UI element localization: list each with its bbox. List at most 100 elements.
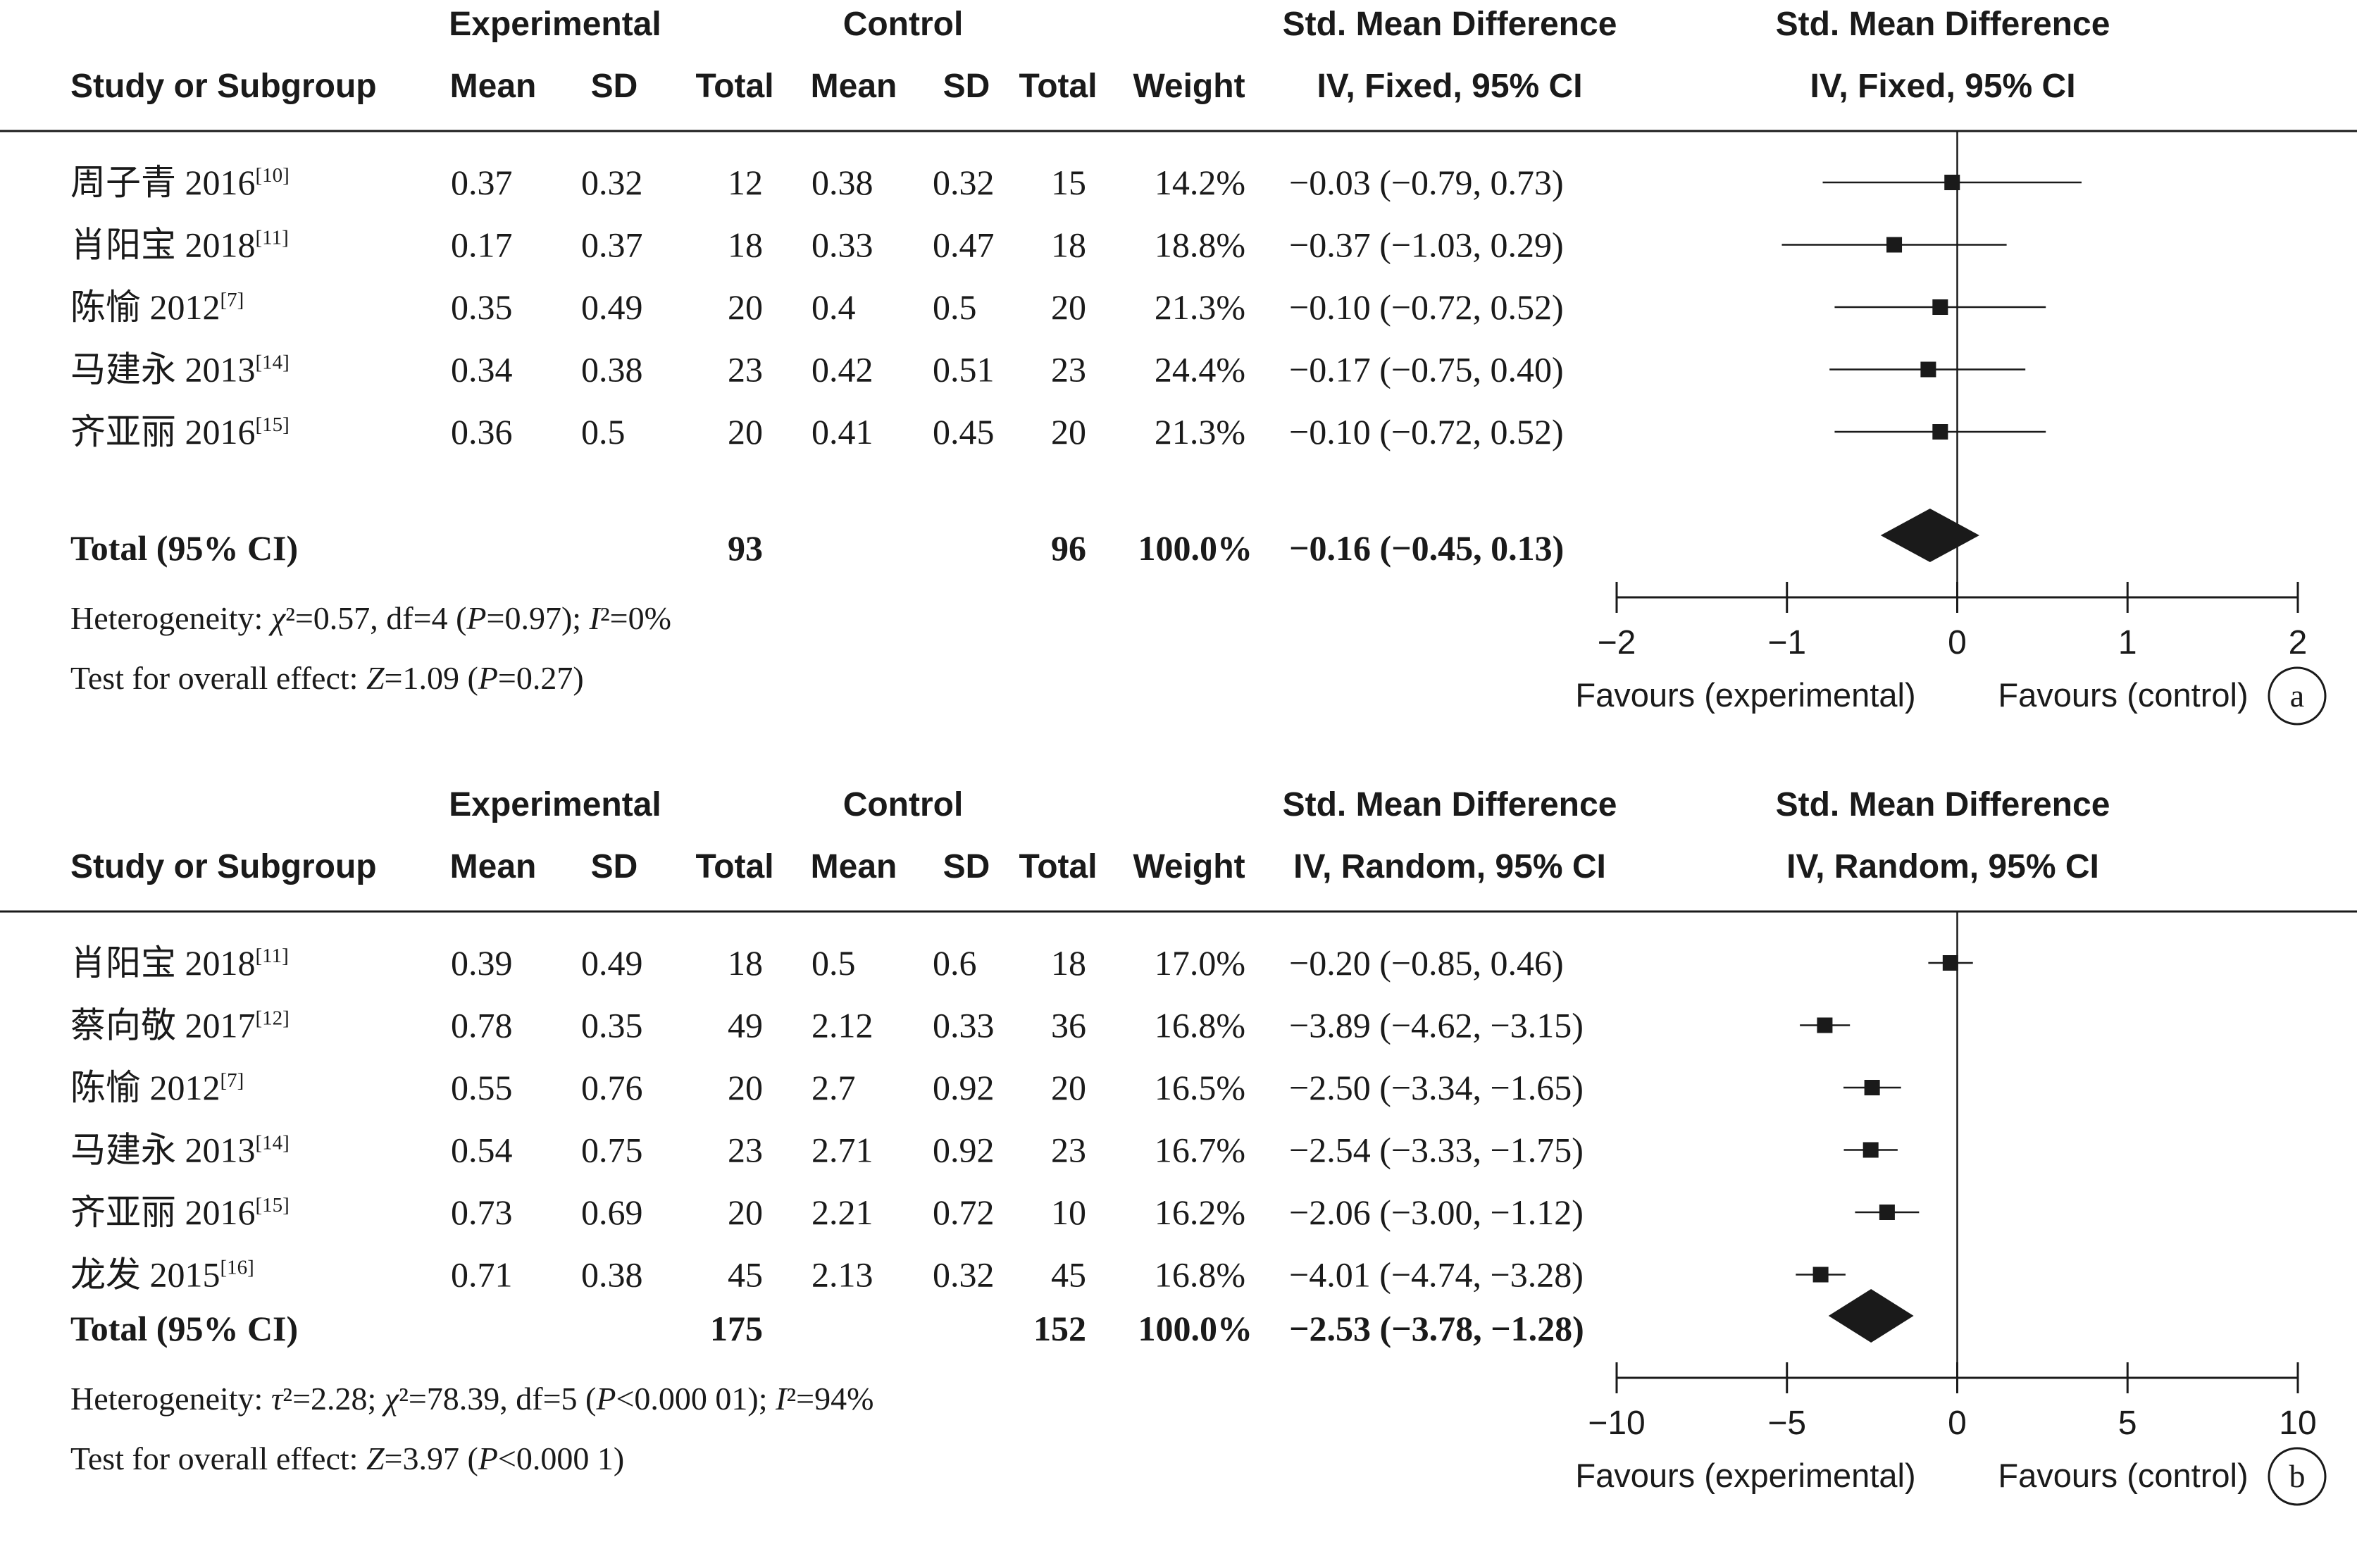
mean-control: 0.4 [811,287,856,327]
forest-panel-a: Experimental Control Std. Mean Difference S… [0,6,2357,726]
weight-value: 16.7% [1155,1131,1245,1170]
mean-experimental: 0.73 [451,1193,513,1232]
header-smd-plot: Std. Mean Difference [1776,786,2110,823]
sd-control: 0.45 [933,412,995,452]
total-experimental: 20 [728,287,763,327]
total-ci: −0.16 (−0.45, 0.13) [1289,528,1564,568]
study-row: 齐亚丽 2016[15] 0.73 0.69 20 2.21 0.72 10 16.2% −2.… [70,1193,1584,1232]
sd-experimental: 0.76 [581,1068,643,1107]
study-name: 陈愉 2012[7] [70,287,244,327]
pooled-diamond [1880,509,1979,562]
mean-control: 0.42 [811,350,873,390]
smd-ci-value: −0.37 (−1.03, 0.29) [1289,225,1564,265]
sd-experimental: 0.5 [581,412,626,452]
total-experimental: 45 [728,1255,763,1295]
favours-control: Favours (control) [1998,1457,2248,1494]
panel-label-circle [2268,666,2327,726]
study-label: 齐亚丽 2016 [70,1193,256,1232]
header-total-control: Total [1019,848,1097,885]
favours-control: Favours (control) [1998,676,2248,714]
effect-square [1886,237,1903,253]
mean-experimental: 0.35 [451,287,513,327]
study-name: 龙发 2015[16] [70,1255,254,1295]
overall-effect-text: Test for overall effect: Z=1.09 (P=0.27) [70,660,584,696]
weight-value: 17.0% [1155,943,1245,983]
x-tick-label: 0 [1948,1405,1967,1442]
sd-experimental: 0.38 [581,1255,643,1295]
favours-experimental: Favours (experimental) [1575,1457,1915,1494]
total-control: 36 [1051,1006,1086,1045]
total-n-control: 96 [1051,528,1086,568]
header-mean-control: Mean [811,68,897,105]
panel-label-circle [2268,1447,2327,1506]
total-control: 23 [1051,350,1086,390]
study-row: 龙发 2015[16] 0.71 0.38 45 2.13 0.32 45 16.8% −4.0… [70,1255,1584,1295]
favours-experimental: Favours (experimental) [1575,676,1915,714]
total-weight: 100.0% [1138,1309,1253,1348]
weight-value: 21.3% [1155,412,1245,452]
total-experimental: 20 [728,1068,763,1107]
study-row: 陈愉 2012[7] 0.55 0.76 20 2.7 0.92 20 16.5% −2.50 … [70,1068,1584,1107]
effect-square [1817,1017,1833,1033]
study-row: 马建永 2013[14] 0.54 0.75 23 2.71 0.92 23 16.7% −2.… [70,1131,1584,1170]
mean-experimental: 0.54 [451,1131,513,1170]
header-total-experimental: Total [695,68,773,105]
header-sd-control: SD [943,68,990,105]
sd-control: 0.47 [933,225,995,265]
study-name: 陈愉 2012[7] [70,1068,244,1107]
total-control: 18 [1051,943,1086,983]
study-name: 周子青 2016[10] [70,163,290,202]
forest-panel-b: Experimental Control Std. Mean Difference S… [0,786,2357,1506]
study-name: 蔡向敬 2017[12] [70,1006,290,1045]
sd-control: 0.32 [933,1255,995,1295]
study-name: 齐亚丽 2016[15] [70,412,290,452]
mean-experimental: 0.39 [451,943,513,983]
study-name: 马建永 2013[14] [70,1131,290,1170]
weight-value: 18.8% [1155,225,1245,265]
weight-value: 16.8% [1155,1006,1245,1045]
smd-ci-value: −0.17 (−0.75, 0.40) [1289,350,1564,390]
study-name: 肖阳宝 2018[11] [70,225,289,265]
header-mean-experimental: Mean [450,848,537,885]
study-name: 肖阳宝 2018[11] [70,943,289,983]
smd-ci-value: −2.50 (−3.34, −1.65) [1289,1068,1584,1107]
sd-experimental: 0.49 [581,943,643,983]
effect-square [1862,1142,1879,1158]
header-weight: Weight [1133,68,1245,105]
x-tick-label: 10 [2279,1405,2316,1442]
sd-experimental: 0.49 [581,287,643,327]
mean-control: 0.38 [811,163,873,202]
smd-ci-value: −2.54 (−3.33, −1.75) [1289,1131,1584,1170]
mean-control: 2.21 [811,1193,873,1232]
mean-experimental: 0.78 [451,1006,513,1045]
study-label: 肖阳宝 2018 [70,225,256,265]
header-smd-plot: Std. Mean Difference [1776,6,2110,43]
study-label: 陈愉 2012 [70,287,220,327]
mean-experimental: 0.55 [451,1068,513,1107]
pooled-diamond [1828,1289,1914,1343]
study-reference: [7] [220,289,244,311]
heterogeneity-text: Heterogeneity: τ²=2.28; χ²=78.39, df=5 (… [70,1381,873,1417]
mean-experimental: 0.34 [451,350,513,390]
overall-effect-text: Test for overall effect: Z=3.97 (P<0.000… [70,1441,624,1476]
study-reference: [15] [256,1194,290,1217]
header-mean-control: Mean [811,848,897,885]
sd-experimental: 0.75 [581,1131,643,1170]
sd-control: 0.92 [933,1131,995,1170]
study-row: 肖阳宝 2018[11] 0.39 0.49 18 0.5 0.6 18 17.0% −0.20… [70,943,1564,983]
smd-ci-value: −2.06 (−3.00, −1.12) [1289,1193,1584,1232]
smd-ci-value: −0.20 (−0.85, 0.46) [1289,943,1564,983]
study-label: 齐亚丽 2016 [70,412,256,452]
mean-control: 2.13 [811,1255,873,1295]
total-experimental: 20 [728,1193,763,1232]
study-row: 蔡向敬 2017[12] 0.78 0.35 49 2.12 0.33 36 16.8% −3.… [70,1006,1584,1045]
total-control: 20 [1051,287,1086,327]
header-method-table: IV, Random, 95% CI [1293,848,1606,885]
header-sd-experimental: SD [591,68,638,105]
total-n-control: 152 [1033,1309,1086,1348]
study-label: 马建永 2013 [70,1131,256,1170]
header-method-table: IV, Fixed, 95% CI [1317,68,1582,105]
panel-label: b [2289,1458,2306,1494]
sd-control: 0.32 [933,163,995,202]
smd-ci-value: −3.89 (−4.62, −3.15) [1289,1006,1584,1045]
